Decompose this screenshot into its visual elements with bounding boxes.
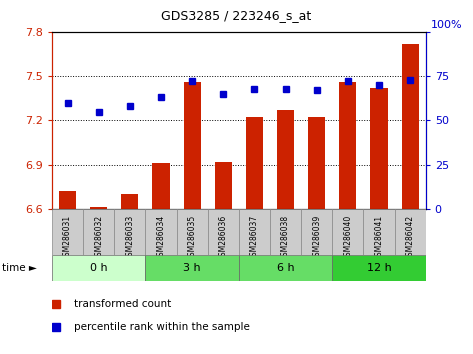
Bar [114, 209, 145, 255]
Bar [59, 191, 76, 209]
Text: GSM286036: GSM286036 [219, 215, 228, 261]
Bar [52, 255, 146, 281]
Text: percentile rank within the sample: percentile rank within the sample [74, 321, 250, 332]
Bar [176, 209, 208, 255]
Bar [239, 255, 332, 281]
Bar [52, 209, 83, 255]
Bar [121, 194, 139, 209]
Bar [308, 118, 325, 209]
Text: GSM286035: GSM286035 [188, 215, 197, 261]
Bar [246, 118, 263, 209]
Bar [239, 209, 270, 255]
Bar [394, 209, 426, 255]
Bar [332, 255, 426, 281]
Text: time ►: time ► [2, 263, 37, 273]
Bar [363, 209, 394, 255]
Bar [90, 207, 107, 209]
Text: 6 h: 6 h [277, 263, 294, 273]
Text: GDS3285 / 223246_s_at: GDS3285 / 223246_s_at [161, 9, 312, 22]
Bar [332, 209, 363, 255]
Bar [277, 110, 294, 209]
Text: GSM286041: GSM286041 [375, 215, 384, 261]
Text: GSM286033: GSM286033 [125, 215, 134, 261]
Text: GSM286039: GSM286039 [312, 215, 321, 261]
Bar [208, 209, 239, 255]
Bar [145, 209, 176, 255]
Bar [370, 88, 387, 209]
Bar [83, 209, 114, 255]
Text: transformed count: transformed count [74, 298, 172, 309]
Bar [215, 162, 232, 209]
Text: GSM286032: GSM286032 [94, 215, 103, 261]
Text: GSM286040: GSM286040 [343, 215, 352, 261]
Text: 0 h: 0 h [90, 263, 107, 273]
Bar [301, 209, 332, 255]
Bar [402, 44, 419, 209]
Text: GSM286034: GSM286034 [157, 215, 166, 261]
Text: GSM286031: GSM286031 [63, 215, 72, 261]
Text: 12 h: 12 h [367, 263, 391, 273]
Bar [339, 82, 357, 209]
Bar [152, 163, 170, 209]
Bar [270, 209, 301, 255]
Bar [184, 82, 201, 209]
Text: 3 h: 3 h [184, 263, 201, 273]
Bar [145, 255, 239, 281]
Text: GSM286042: GSM286042 [406, 215, 415, 261]
Text: GSM286037: GSM286037 [250, 215, 259, 261]
Text: 100%: 100% [430, 20, 462, 30]
Text: GSM286038: GSM286038 [281, 215, 290, 261]
